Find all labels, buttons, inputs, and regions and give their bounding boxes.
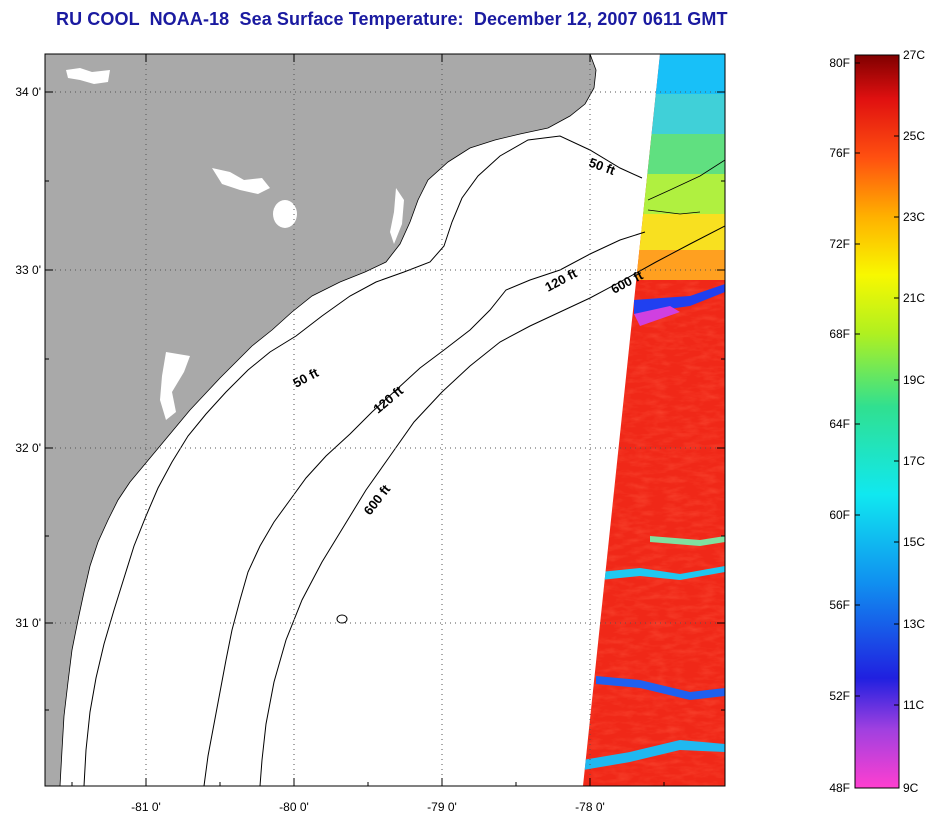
coastline-2 (647, 209, 701, 215)
lat-label-31: 31 0' (15, 616, 41, 630)
cbar-c-label-23: 23C (903, 210, 925, 224)
lat-label-32: 32 0' (15, 441, 41, 455)
inland-water-6 (604, 58, 630, 108)
sst-front-north (634, 284, 725, 314)
seamount-contour (336, 614, 348, 624)
cbar-f-label-76: 76F (829, 146, 850, 160)
cbar-f-label-52: 52F (829, 689, 850, 703)
inland-water-2 (212, 168, 270, 194)
axis-ticks (45, 54, 725, 786)
cbar-f-label-68: 68F (829, 327, 850, 341)
lat-label-33: 33 0' (15, 263, 41, 277)
contour-120ft (203, 231, 646, 786)
sst-streak-2 (596, 676, 725, 700)
inland-water-1 (66, 68, 110, 84)
sst-streak-3 (583, 740, 725, 770)
inland-water-4 (390, 188, 404, 244)
lon-label-78: -78 0' (575, 800, 605, 814)
graticule (45, 54, 725, 786)
lon-label-81: -81 0' (131, 800, 161, 814)
sst-streak-1 (600, 566, 725, 580)
land-mass (45, 54, 597, 786)
sst-front-north-2 (634, 306, 680, 326)
cbar-c-label-17: 17C (903, 454, 925, 468)
map-title: RU COOL NOAA-18 Sea Surface Temperature:… (56, 9, 728, 29)
colorbar-gradient (854, 54, 900, 789)
cbar-f-label-60: 60F (829, 508, 850, 522)
cbar-c-label-27: 27C (903, 48, 925, 62)
cbar-f-label-64: 64F (829, 417, 850, 431)
inland-water-5 (160, 352, 190, 420)
colorbar: 80F 76F 72F 68F 64F 60F 56F 52F 48F 27C … (829, 48, 925, 795)
lon-label-79: -79 0' (427, 800, 457, 814)
cbar-c-label-13: 13C (903, 617, 925, 631)
cbar-c-label-9: 9C (903, 781, 919, 795)
map-frame (44, 53, 726, 787)
contour-50ft (83, 135, 643, 786)
inland-water-3 (273, 200, 297, 228)
lat-label-34: 34 0' (15, 85, 41, 99)
cbar-f-label-72: 72F (829, 237, 850, 251)
sst-streak-4 (650, 536, 725, 546)
contour-600ft (259, 225, 725, 786)
cbar-f-label-80: 80F (829, 56, 850, 70)
cbar-f-label-48: 48F (829, 781, 850, 795)
cbar-c-label-15: 15C (903, 535, 925, 549)
cbar-c-label-25: 25C (903, 129, 925, 143)
cbar-f-label-56: 56F (829, 598, 850, 612)
cbar-c-label-21: 21C (903, 291, 925, 305)
cbar-c-label-11: 11C (903, 698, 924, 712)
lon-label-80: -80 0' (279, 800, 309, 814)
cbar-c-label-19: 19C (903, 373, 925, 387)
coastline (647, 159, 725, 201)
